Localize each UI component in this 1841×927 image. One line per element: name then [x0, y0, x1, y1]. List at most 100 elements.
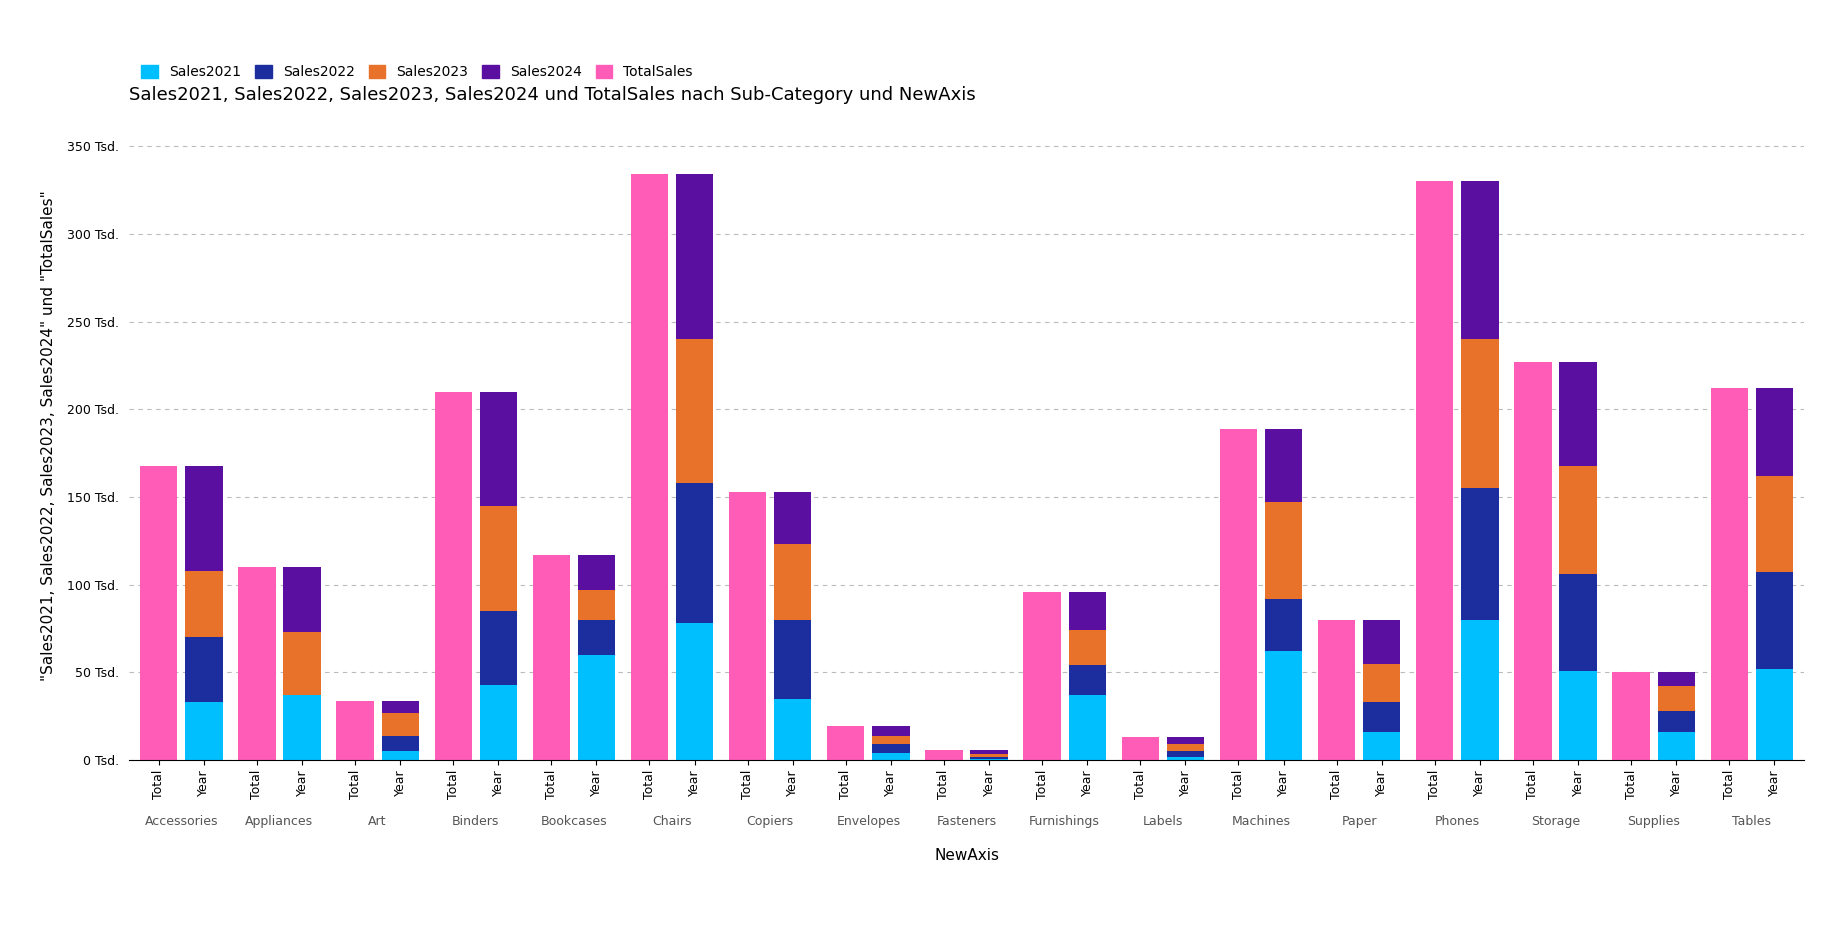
Bar: [1265, 428, 1302, 502]
Bar: [775, 544, 812, 620]
Bar: [676, 483, 712, 623]
Bar: [1167, 752, 1204, 756]
Text: Furnishings: Furnishings: [1029, 816, 1101, 829]
Bar: [1559, 671, 1596, 760]
Text: Art: Art: [368, 816, 387, 829]
Text: Copiers: Copiers: [747, 816, 793, 829]
Text: Supplies: Supplies: [1627, 816, 1681, 829]
Bar: [926, 751, 963, 760]
Bar: [775, 492, 812, 544]
Text: Appliances: Appliances: [245, 816, 313, 829]
Bar: [381, 713, 418, 736]
Bar: [1167, 737, 1204, 744]
Bar: [186, 703, 223, 760]
Bar: [481, 685, 517, 760]
Bar: [1756, 388, 1793, 476]
Text: Machines: Machines: [1232, 816, 1291, 829]
Bar: [1462, 620, 1499, 760]
Bar: [1657, 687, 1696, 711]
Bar: [381, 752, 418, 760]
Text: Fasteners: Fasteners: [937, 816, 996, 829]
Text: Paper: Paper: [1342, 816, 1377, 829]
Bar: [970, 756, 1007, 759]
Bar: [1756, 669, 1793, 760]
Bar: [1167, 744, 1204, 752]
Bar: [729, 492, 766, 760]
Bar: [1068, 666, 1106, 695]
Text: Storage: Storage: [1532, 816, 1580, 829]
Bar: [1362, 732, 1401, 760]
Bar: [873, 753, 909, 760]
Bar: [186, 465, 223, 571]
Bar: [1068, 591, 1106, 630]
Bar: [481, 506, 517, 611]
Bar: [284, 632, 320, 695]
Bar: [676, 174, 712, 339]
Text: Labels: Labels: [1143, 816, 1184, 829]
Bar: [578, 555, 615, 590]
Bar: [873, 726, 909, 736]
Bar: [1024, 591, 1060, 760]
Bar: [284, 567, 320, 632]
Bar: [1613, 672, 1650, 760]
Bar: [1121, 737, 1158, 760]
Bar: [186, 571, 223, 638]
Legend: Sales2021, Sales2022, Sales2023, Sales2024, TotalSales: Sales2021, Sales2022, Sales2023, Sales20…: [136, 59, 698, 85]
Bar: [1756, 476, 1793, 573]
Bar: [1657, 732, 1696, 760]
Bar: [1559, 465, 1596, 574]
Bar: [1462, 489, 1499, 620]
Bar: [873, 744, 909, 753]
Bar: [970, 754, 1007, 756]
Y-axis label: "Sales2021, Sales2022, Sales2023, Sales2024" und "TotalSales": "Sales2021, Sales2022, Sales2023, Sales2…: [41, 190, 55, 681]
Bar: [1462, 182, 1499, 339]
Bar: [1068, 695, 1106, 760]
Bar: [1657, 711, 1696, 732]
Bar: [1362, 703, 1401, 732]
Bar: [186, 638, 223, 703]
Bar: [827, 726, 865, 760]
Bar: [1167, 756, 1204, 760]
Bar: [676, 623, 712, 760]
Bar: [1462, 339, 1499, 489]
Bar: [1515, 362, 1552, 760]
Text: Sales2021, Sales2022, Sales2023, Sales2024 und TotalSales nach Sub-Category und : Sales2021, Sales2022, Sales2023, Sales20…: [129, 86, 976, 104]
Text: Binders: Binders: [453, 816, 499, 829]
Text: Phones: Phones: [1434, 816, 1480, 829]
Bar: [578, 654, 615, 760]
Bar: [532, 555, 571, 760]
Bar: [676, 339, 712, 483]
Text: Chairs: Chairs: [652, 816, 692, 829]
Bar: [873, 736, 909, 744]
Bar: [434, 392, 471, 760]
X-axis label: NewAxis: NewAxis: [933, 848, 1000, 863]
Bar: [337, 701, 374, 760]
Bar: [775, 699, 812, 760]
Bar: [1362, 664, 1401, 703]
Text: Accessories: Accessories: [145, 816, 217, 829]
Text: Envelopes: Envelopes: [836, 816, 900, 829]
Bar: [140, 465, 177, 760]
Bar: [1362, 620, 1401, 664]
Text: Tables: Tables: [1732, 816, 1771, 829]
Bar: [1710, 388, 1747, 760]
Bar: [481, 392, 517, 506]
Bar: [237, 567, 276, 760]
Bar: [1265, 599, 1302, 652]
Bar: [381, 701, 418, 713]
Bar: [1559, 362, 1596, 465]
Bar: [1318, 620, 1355, 760]
Bar: [578, 620, 615, 654]
Bar: [1416, 182, 1453, 760]
Bar: [1265, 652, 1302, 760]
Text: Bookcases: Bookcases: [541, 816, 608, 829]
Bar: [970, 751, 1007, 754]
Bar: [775, 620, 812, 699]
Bar: [1068, 630, 1106, 666]
Bar: [284, 695, 320, 760]
Bar: [481, 611, 517, 685]
Bar: [1221, 428, 1257, 760]
Bar: [1756, 573, 1793, 669]
Bar: [578, 590, 615, 620]
Bar: [1265, 502, 1302, 599]
